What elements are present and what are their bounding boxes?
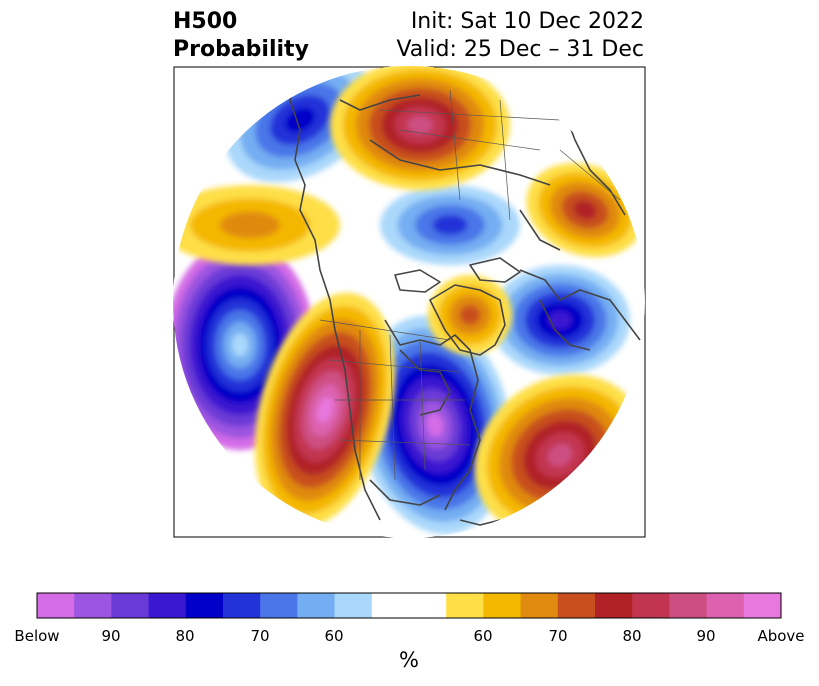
colorbar-tick-label: 80 bbox=[175, 627, 195, 645]
colorbar-cell bbox=[743, 593, 782, 618]
political-borders bbox=[319, 89, 621, 481]
coastlines bbox=[289, 69, 641, 526]
above-western-us bbox=[254, 292, 396, 528]
title-left: H500 Probability bbox=[173, 8, 309, 64]
below-west-siberia bbox=[490, 265, 630, 375]
colorbar-cell bbox=[334, 593, 373, 618]
colorbar-cell bbox=[557, 593, 596, 618]
valid-range: Valid: 25 Dec – 31 Dec bbox=[396, 37, 644, 62]
above-pacific-north bbox=[173, 185, 340, 265]
colorbar-tick-label: 70 bbox=[548, 627, 568, 645]
colorbar-cell bbox=[37, 593, 75, 618]
colorbar-tick-label: Below bbox=[14, 627, 60, 645]
colorbar-cell bbox=[483, 593, 522, 618]
colorbar-tick-label: 70 bbox=[250, 627, 270, 645]
colorbar-cell bbox=[371, 593, 410, 618]
colorbar-cell bbox=[260, 593, 298, 618]
colorbar-cell bbox=[632, 593, 670, 618]
colorbar-cell bbox=[706, 593, 745, 618]
title-right: Init: Sat 10 Dec 2022 Valid: 25 Dec – 31… bbox=[396, 8, 644, 64]
map-disc bbox=[173, 66, 645, 538]
colorbar-cell bbox=[148, 593, 187, 618]
below-greenland-arctic bbox=[380, 185, 520, 265]
colorbar-tick-label: 60 bbox=[473, 627, 493, 645]
colorbar-tick-label: Above bbox=[757, 627, 805, 645]
init-date: Init: Sat 10 Dec 2022 bbox=[410, 9, 644, 34]
colorbar-frame bbox=[36, 592, 782, 619]
colorbar-tick-label: 90 bbox=[696, 627, 716, 645]
colorbar-cell bbox=[446, 593, 484, 618]
colorbar-cell bbox=[111, 593, 150, 618]
colorbar-cell bbox=[74, 593, 112, 618]
colorbar-unit: % bbox=[399, 648, 419, 672]
probability-map bbox=[173, 66, 646, 538]
title-type: Probability bbox=[173, 37, 309, 62]
colorbar-cell bbox=[520, 593, 559, 618]
colorbar-cell bbox=[669, 593, 708, 618]
below-northeast-pacific bbox=[173, 240, 315, 450]
above-northern-eurasia bbox=[526, 162, 644, 258]
colorbar-cell bbox=[409, 593, 447, 618]
colorbar-tick-label: 90 bbox=[101, 627, 121, 645]
colorbar-cell bbox=[595, 593, 633, 618]
colorbar-cell bbox=[223, 593, 261, 618]
colorbar-tick-label: 60 bbox=[324, 627, 344, 645]
above-east-siberia bbox=[330, 66, 510, 190]
colorbar-cell bbox=[185, 593, 224, 618]
colorbar-cell bbox=[297, 593, 336, 618]
title-variable: H500 bbox=[173, 9, 238, 34]
colorbar-tick-label: 80 bbox=[622, 627, 642, 645]
